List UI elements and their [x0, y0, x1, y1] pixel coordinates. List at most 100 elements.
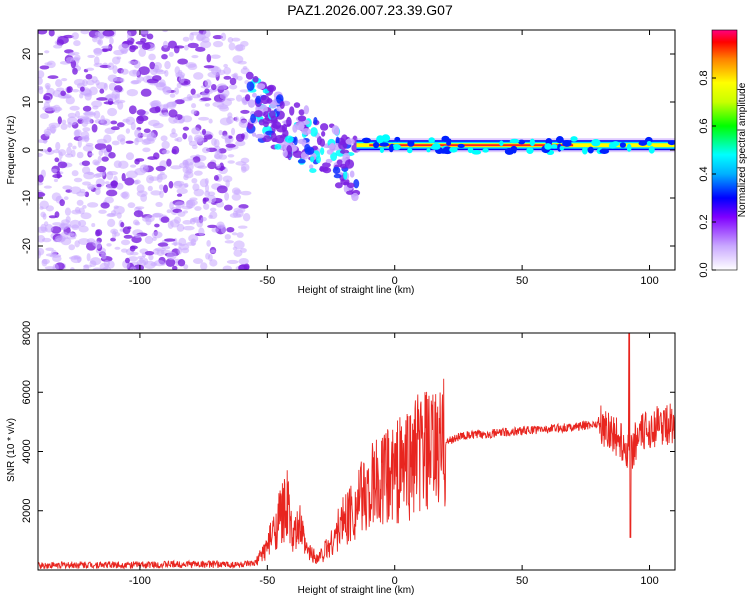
- spectrogram-transition-blob: [319, 138, 326, 147]
- spectrogram-noise-point: [71, 32, 79, 40]
- spectrogram-noise-point: [95, 229, 101, 237]
- spectrogram-noise-point: [83, 93, 93, 97]
- spectrogram-noise-point: [207, 224, 218, 229]
- spectrogram-noise-point: [104, 181, 110, 185]
- spectrogram-noise-point: [67, 116, 78, 126]
- x-tick-label: -50: [259, 575, 275, 587]
- y-tick-label: 4000: [21, 439, 33, 463]
- spectrogram-noise-point: [43, 96, 51, 101]
- spectrogram-noise-point: [129, 251, 139, 256]
- spectrogram-noise-point: [193, 72, 204, 80]
- spectrogram-noise-point: [204, 88, 210, 94]
- spectrogram-noise-point: [181, 247, 190, 254]
- y-tick-label: 2000: [21, 499, 33, 523]
- spectrogram-transition-blob: [330, 152, 338, 161]
- spectrogram-noise-point: [155, 165, 166, 172]
- spectrogram-noise-point: [44, 223, 54, 233]
- spectrogram-noise-point: [213, 175, 219, 181]
- spectrogram-noise-point: [110, 210, 117, 216]
- spectrogram-noise-point: [147, 185, 153, 192]
- spectrogram-noise-point: [213, 154, 221, 160]
- spectrogram-transition-blob: [322, 162, 331, 168]
- spectrogram-noise-point: [72, 67, 78, 75]
- x-tick-label: 0: [392, 275, 398, 287]
- spectrogram-noise-point: [38, 30, 48, 35]
- spectrogram-noise-point: [153, 260, 165, 267]
- spectrogram-noise-point: [65, 56, 76, 62]
- spectrogram-noise-point: [219, 93, 228, 100]
- colorbar-label: Normalized spectral amplitude: [737, 82, 748, 217]
- spectrogram-noise-point: [202, 128, 207, 136]
- spectrogram-x-ticks: -100 -50 0 50 100: [129, 30, 659, 287]
- spectrogram-transition-blob: [269, 101, 277, 109]
- spectrogram-noise-point: [107, 62, 115, 70]
- spectrogram-transition-blob: [293, 102, 301, 108]
- spectrogram-noise-point: [78, 219, 87, 227]
- tone-wobble: [619, 142, 627, 148]
- tone-wobble: [551, 144, 558, 149]
- spectrogram-noise-point: [187, 42, 199, 49]
- spectrogram-noise-point: [86, 253, 91, 262]
- spectrogram-noise-point: [206, 53, 212, 63]
- spectrogram-noise-point: [94, 241, 102, 249]
- spectrogram-noise-point: [80, 212, 92, 220]
- spectrogram-noise-point: [159, 171, 165, 176]
- spectrogram-noise-point: [139, 30, 150, 35]
- spectrogram-noise-point: [239, 89, 250, 93]
- spectrogram-noise-point: [101, 45, 112, 49]
- spectrogram-transition-blob: [284, 135, 294, 143]
- spectrogram-noise-point: [240, 109, 250, 114]
- tone-wobble: [407, 148, 413, 154]
- spectrogram-noise-point: [81, 118, 89, 128]
- spectrogram-noise-point: [39, 206, 44, 210]
- spectrogram-transition-blob: [271, 121, 282, 130]
- spectrogram-noise-point: [128, 105, 137, 115]
- tone-wobble: [638, 140, 648, 146]
- spectrogram-noise-point: [52, 89, 63, 98]
- spectrogram-noise-point: [181, 205, 193, 210]
- spectrogram-noise-point: [138, 66, 150, 76]
- spectrogram-noise-point: [191, 103, 197, 109]
- spectrogram-noise-point: [70, 149, 76, 158]
- spectrogram-noise-point: [62, 185, 73, 190]
- tone-wobble: [394, 136, 401, 142]
- spectrogram-noise-point: [113, 205, 119, 209]
- spectrogram-noise-point: [166, 251, 177, 261]
- spectrogram-noise-point: [144, 235, 154, 245]
- spectrogram-noise-point: [235, 161, 247, 166]
- spectrogram-noise-point: [78, 136, 90, 142]
- spectrogram-transition-blob: [304, 143, 311, 153]
- spectrogram-noise-point: [211, 227, 219, 233]
- spectrogram-noise-point: [87, 186, 94, 191]
- spectrogram-noise-point: [177, 247, 182, 255]
- x-tick-label: 50: [516, 275, 528, 287]
- spectrogram-noise-point: [148, 119, 160, 127]
- spectrogram-noise-point: [210, 84, 217, 91]
- spectrogram-transition-blob: [279, 100, 285, 109]
- spectrogram-noise-point: [164, 60, 171, 70]
- spectrogram-transition-blob: [256, 83, 266, 90]
- spectrogram-noise-point: [45, 247, 54, 251]
- spectrogram-noise-point: [183, 210, 188, 214]
- spectrogram-noise-point: [59, 199, 65, 207]
- tone-wobble: [526, 147, 534, 154]
- spectrogram-noise-point: [101, 267, 108, 270]
- spectrogram-noise-point: [125, 128, 131, 134]
- spectrogram-noise-point: [91, 100, 103, 108]
- spectrogram-noise-point: [143, 138, 155, 145]
- spectrogram-noise-point: [47, 147, 52, 153]
- tone-wobble: [648, 146, 655, 154]
- spectrogram-noise-point: [101, 156, 109, 162]
- spectrogram-transition-blob: [253, 110, 263, 118]
- x-tick-label: 100: [640, 275, 658, 287]
- spectrogram-transition-blob: [246, 81, 255, 91]
- colorbar-frame: [711, 29, 738, 271]
- spectrogram-noise-point: [148, 176, 160, 181]
- spectrogram-noise-point: [163, 112, 169, 117]
- spectrogram-transition-blob: [289, 106, 295, 116]
- spectrogram-noise-point: [51, 168, 58, 173]
- spectrogram-noise-point: [100, 118, 111, 126]
- spectrogram-noise-point: [169, 132, 178, 138]
- spectrogram-noise-point: [176, 193, 183, 197]
